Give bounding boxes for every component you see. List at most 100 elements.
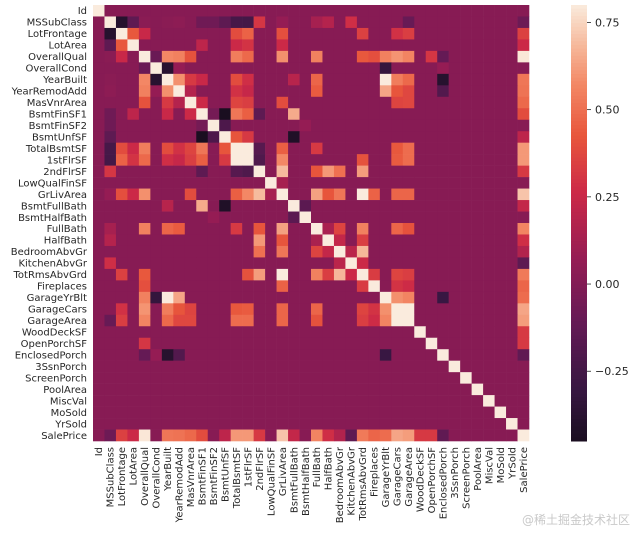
heatmap-cell: [265, 119, 277, 132]
heatmap-cell: [115, 50, 128, 63]
heatmap-cell: [356, 96, 369, 109]
heatmap-cell: [345, 383, 358, 396]
heatmap-cell: [333, 257, 346, 270]
heatmap-cell: [127, 395, 140, 407]
heatmap-cell: [207, 280, 220, 293]
y-tick-label: MasVnrArea: [27, 98, 87, 109]
heatmap-cell: [265, 268, 277, 281]
heatmap-cell: [402, 165, 415, 178]
heatmap-cell: [402, 383, 415, 396]
x-tick-label: YearBuilt: [163, 447, 174, 492]
heatmap-cell: [242, 326, 254, 339]
heatmap-cell: [161, 39, 174, 52]
x-tick-label: GrLivArea: [278, 447, 289, 496]
heatmap-cell: [219, 96, 231, 109]
heatmap-cell: [253, 291, 266, 304]
heatmap-cell: [276, 39, 289, 52]
heatmap-cell: [345, 303, 358, 316]
heatmap-cell: [127, 177, 140, 189]
heatmap-cell: [150, 337, 163, 350]
heatmap-cell: [184, 39, 197, 52]
heatmap-cell: [115, 165, 128, 178]
x-tick-label: YearRemodAdd: [175, 447, 186, 523]
heatmap-cell: [368, 314, 381, 327]
heatmap-cell: [115, 326, 128, 339]
heatmap-cell: [311, 211, 323, 224]
heatmap-cell: [196, 418, 209, 430]
heatmap-cell: [127, 188, 140, 201]
heatmap-cell: [402, 349, 415, 361]
heatmap-cell: [425, 314, 438, 327]
heatmap-cell: [506, 234, 518, 247]
x-tick-label: OpenPorchSF: [427, 447, 438, 514]
heatmap-cell: [104, 108, 117, 121]
heatmap-cell: [368, 188, 381, 201]
heatmap-cell: [517, 108, 530, 121]
heatmap-cell: [506, 50, 518, 63]
heatmap-cell: [483, 406, 495, 419]
heatmap-cell: [150, 5, 163, 17]
heatmap-cell: [207, 314, 220, 327]
heatmap-cell: [322, 142, 335, 155]
heatmap-cell: [517, 406, 530, 419]
heatmap-cell: [333, 245, 346, 258]
heatmap-cell: [311, 165, 323, 178]
heatmap-cell: [196, 326, 209, 339]
heatmap-cell: [299, 349, 312, 361]
heatmap-cell: [219, 108, 231, 121]
heatmap-cell: [368, 268, 381, 281]
heatmap-cell: [299, 165, 312, 178]
heatmap-cell: [425, 326, 438, 339]
heatmap-cell: [517, 326, 530, 339]
heatmap-cell: [460, 223, 472, 235]
heatmap-cell: [356, 200, 369, 212]
heatmap-cell: [207, 39, 220, 52]
heatmap-cell: [506, 349, 518, 361]
heatmap-cell: [322, 280, 335, 293]
colorbar-segment: [571, 371, 587, 377]
heatmap-cell: [517, 200, 530, 212]
heatmap-cell: [207, 395, 220, 407]
colorbar-segment: [571, 103, 587, 108]
heatmap-cell: [184, 50, 197, 63]
heatmap-cell: [299, 337, 312, 350]
heatmap-cell: [460, 245, 472, 258]
heatmap-cell: [150, 39, 163, 52]
heatmap-cell: [379, 200, 392, 212]
heatmap-cell: [356, 268, 369, 281]
heatmap-cell: [368, 395, 381, 407]
heatmap-cell: [391, 314, 404, 327]
heatmap-cell: [230, 131, 243, 143]
heatmap-cell: [448, 27, 461, 40]
heatmap-cell: [127, 406, 140, 419]
heatmap-cell: [173, 131, 186, 143]
heatmap-cell: [150, 257, 163, 270]
heatmap-cell: [311, 62, 323, 75]
heatmap-cell: [242, 314, 254, 327]
heatmap-cell: [322, 16, 335, 29]
heatmap-cell: [345, 326, 358, 339]
heatmap-cell: [517, 5, 530, 17]
heatmap-cell: [115, 108, 128, 121]
heatmap-cell: [448, 280, 461, 293]
heatmap-cell: [448, 360, 461, 373]
colorbar-segment: [571, 164, 587, 169]
x-tick-label: 1stFlrSF: [243, 447, 254, 487]
heatmap-cell: [161, 245, 174, 258]
heatmap-cell: [460, 326, 472, 339]
heatmap-cell: [219, 303, 231, 316]
heatmap-cell: [127, 429, 140, 442]
heatmap-cell: [161, 177, 174, 189]
heatmap-cell: [104, 406, 117, 419]
heatmap-cell: [425, 429, 438, 442]
heatmap-cell: [402, 406, 415, 419]
heatmap-cell: [288, 349, 300, 361]
heatmap-cell: [322, 85, 335, 98]
heatmap-cell: [460, 119, 472, 132]
heatmap-cell: [437, 429, 449, 442]
heatmap-cell: [402, 16, 415, 29]
heatmap-cell: [368, 165, 381, 178]
heatmap-cell: [115, 257, 128, 270]
colorbar-segment: [571, 288, 587, 293]
heatmap-cell: [219, 27, 231, 40]
